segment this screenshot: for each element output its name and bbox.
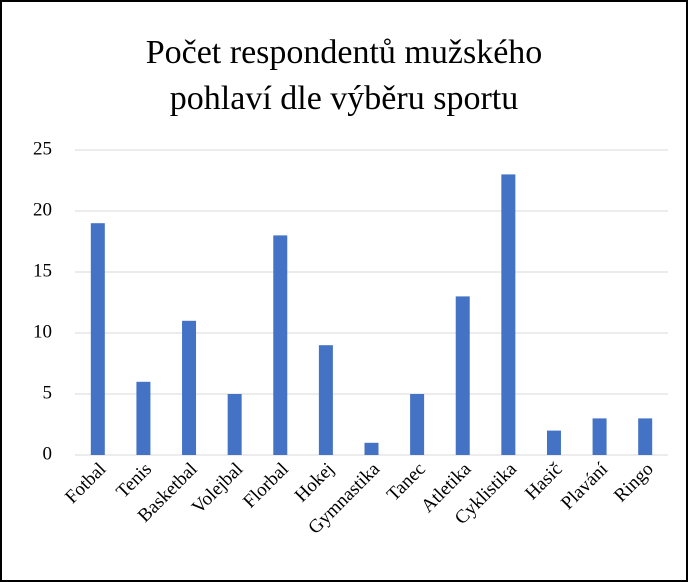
- bar: [273, 235, 288, 455]
- x-tick-label: Plavání: [557, 458, 613, 514]
- y-tick-label: 20: [33, 199, 52, 220]
- y-tick-label: 25: [33, 138, 52, 159]
- x-tick-label: Florbal: [239, 459, 293, 513]
- x-tick-label: Ringo: [610, 459, 658, 507]
- bar: [410, 394, 425, 455]
- bar: [364, 442, 379, 455]
- bar: [182, 320, 197, 455]
- bar: [638, 418, 653, 455]
- y-tick-label: 0: [43, 443, 53, 464]
- bar: [318, 345, 333, 455]
- y-tick-label: 5: [43, 382, 53, 403]
- bar: [227, 394, 242, 455]
- bar: [546, 430, 561, 455]
- bar: [592, 418, 607, 455]
- bar: [90, 223, 105, 455]
- bar: [136, 381, 151, 455]
- x-tick-label: Volejbal: [188, 459, 247, 518]
- bar: [455, 296, 470, 455]
- x-tick-label: Fotbal: [61, 459, 110, 508]
- y-tick-label: 10: [33, 321, 52, 342]
- y-tick-label: 15: [33, 260, 52, 281]
- bar: [501, 174, 516, 455]
- chart-title: Počet respondentů mužského pohlaví dle v…: [145, 34, 543, 117]
